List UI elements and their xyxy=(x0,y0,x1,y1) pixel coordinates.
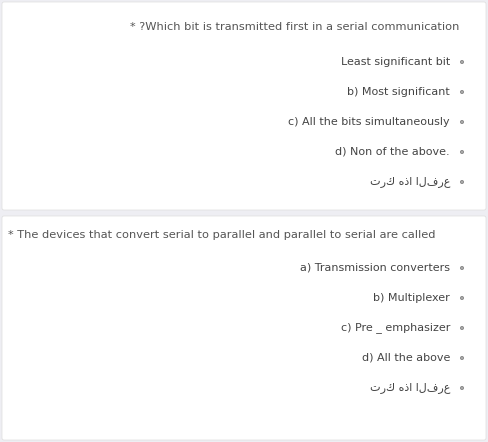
Text: a) Transmission converters: a) Transmission converters xyxy=(300,263,450,273)
Text: c) Pre _ emphasizer: c) Pre _ emphasizer xyxy=(341,323,450,333)
Text: ترك هذا الفرع: ترك هذا الفرع xyxy=(369,176,450,187)
Text: b) Most significant: b) Most significant xyxy=(347,87,450,97)
Text: c) All the bits simultaneously: c) All the bits simultaneously xyxy=(288,117,450,127)
Text: * The devices that convert serial to parallel and parallel to serial are called: * The devices that convert serial to par… xyxy=(8,230,435,240)
FancyBboxPatch shape xyxy=(2,2,486,210)
Text: d) All the above: d) All the above xyxy=(362,353,450,363)
Text: Least significant bit: Least significant bit xyxy=(341,57,450,67)
Text: d) Non of the above.: d) Non of the above. xyxy=(335,147,450,157)
FancyBboxPatch shape xyxy=(2,216,486,440)
Text: ترك هذا الفرع: ترك هذا الفرع xyxy=(369,382,450,393)
Text: * ?Which bit is transmitted first in a serial communication: * ?Which bit is transmitted first in a s… xyxy=(130,22,459,32)
Text: b) Multiplexer: b) Multiplexer xyxy=(373,293,450,303)
